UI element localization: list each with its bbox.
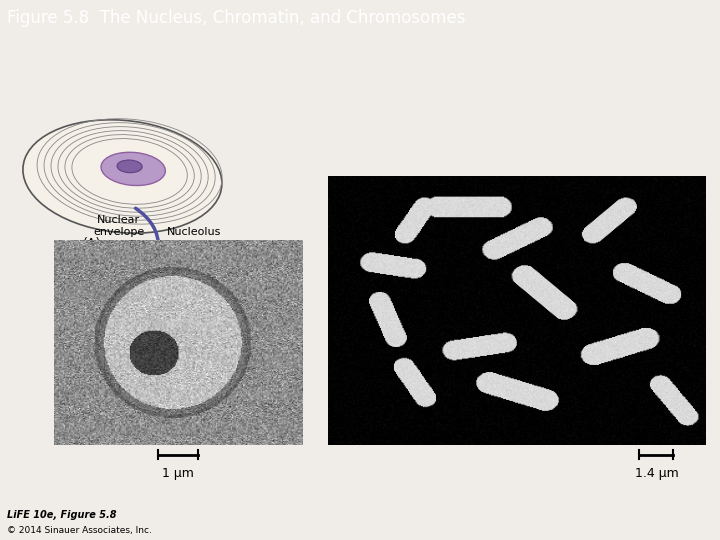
Text: © 2014 Sinauer Associates, Inc.: © 2014 Sinauer Associates, Inc. [7,526,152,535]
Text: (B): (B) [335,181,354,194]
Text: LiFE 10e, Figure 5.8: LiFE 10e, Figure 5.8 [7,510,117,520]
Text: Nucleolus: Nucleolus [167,227,222,237]
Ellipse shape [117,160,142,173]
Ellipse shape [23,120,222,233]
Text: Figure 5.8  The Nucleus, Chromatin, and Chromosomes: Figure 5.8 The Nucleus, Chromatin, and C… [7,9,466,26]
Ellipse shape [101,152,166,186]
Text: (A): (A) [83,237,101,249]
Text: 1 μm: 1 μm [162,467,194,480]
Text: Nuclear
envelope: Nuclear envelope [93,215,145,237]
Text: 1.4 μm: 1.4 μm [634,467,678,480]
